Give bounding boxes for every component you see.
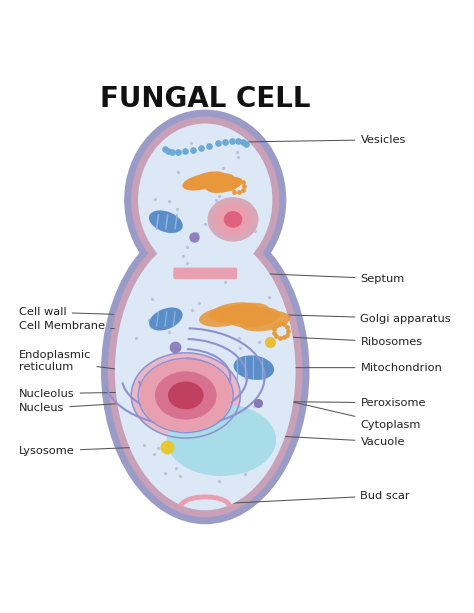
Ellipse shape xyxy=(101,218,310,524)
Ellipse shape xyxy=(168,381,203,409)
Text: Cell wall: Cell wall xyxy=(19,307,113,317)
Ellipse shape xyxy=(224,211,242,228)
Text: Nucleolus: Nucleolus xyxy=(19,389,160,398)
Ellipse shape xyxy=(124,110,286,291)
Ellipse shape xyxy=(108,226,302,517)
Ellipse shape xyxy=(131,353,240,438)
Ellipse shape xyxy=(214,204,252,235)
Text: Cell Membrane: Cell Membrane xyxy=(19,321,114,332)
Text: Septum: Septum xyxy=(240,273,405,284)
Ellipse shape xyxy=(206,177,242,193)
Ellipse shape xyxy=(115,232,296,511)
Ellipse shape xyxy=(167,404,276,476)
Ellipse shape xyxy=(149,210,183,233)
Text: Golgi apparatus: Golgi apparatus xyxy=(287,313,451,324)
Text: Endoplasmic
reticulum: Endoplasmic reticulum xyxy=(19,351,138,372)
Ellipse shape xyxy=(139,359,232,432)
Text: Ribosomes: Ribosomes xyxy=(273,337,422,347)
Text: Vesicles: Vesicles xyxy=(238,135,406,145)
Text: Mitochondrion: Mitochondrion xyxy=(280,363,442,373)
Text: Bud scar: Bud scar xyxy=(229,490,410,503)
Text: Vacuole: Vacuole xyxy=(282,436,405,447)
Ellipse shape xyxy=(209,302,260,323)
Ellipse shape xyxy=(138,123,273,276)
Ellipse shape xyxy=(198,173,235,189)
Ellipse shape xyxy=(234,356,274,380)
Ellipse shape xyxy=(219,303,270,323)
Ellipse shape xyxy=(149,308,182,330)
Ellipse shape xyxy=(155,371,217,419)
Ellipse shape xyxy=(190,172,227,188)
Text: Lysosome: Lysosome xyxy=(19,446,157,456)
FancyBboxPatch shape xyxy=(173,268,237,279)
Text: Peroxisome: Peroxisome xyxy=(271,398,426,408)
Ellipse shape xyxy=(182,174,219,191)
Text: FUNGAL CELL: FUNGAL CELL xyxy=(100,85,310,113)
Ellipse shape xyxy=(240,311,290,332)
Text: Nucleus: Nucleus xyxy=(19,403,135,413)
Ellipse shape xyxy=(199,306,249,327)
Ellipse shape xyxy=(208,197,258,242)
Ellipse shape xyxy=(229,307,280,328)
Text: Cytoplasm: Cytoplasm xyxy=(264,395,421,430)
Ellipse shape xyxy=(131,116,279,283)
